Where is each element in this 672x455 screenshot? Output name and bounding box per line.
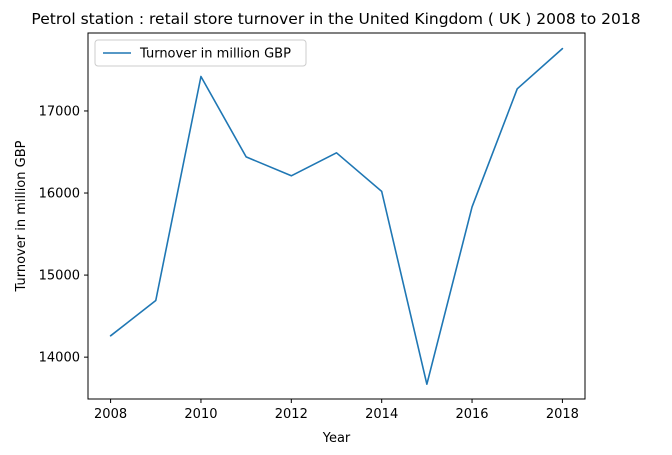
legend-box (94, 39, 307, 67)
y-tick-label: 15000 (39, 269, 80, 284)
x-tick-label: 2014 (365, 407, 398, 422)
y-tick-label: 16000 (39, 187, 80, 202)
chart-title: Petrol station : retail store turnover i… (31, 10, 640, 28)
x-axis: 2008 2010 2012 2014 2016 2018 (94, 399, 579, 422)
y-axis-label: Turnover in million GBP (14, 140, 29, 292)
x-axis-label: Year (322, 431, 351, 446)
y-axis: 14000 15000 16000 17000 (39, 104, 88, 366)
x-tick-label: 2008 (94, 407, 127, 422)
x-tick-label: 2012 (275, 407, 308, 422)
x-tick-label: 2016 (455, 407, 488, 422)
y-tick-label: 14000 (39, 351, 80, 366)
legend-entry-label: Turnover in million GBP (139, 47, 291, 62)
x-tick-label: 2010 (184, 407, 217, 422)
x-tick-label: 2018 (546, 407, 579, 422)
y-tick-label: 17000 (39, 104, 80, 119)
legend: Turnover in million GBP (94, 39, 307, 67)
plot-area-frame (87, 32, 586, 400)
series-line-turnover (109, 47, 564, 386)
series-layer (109, 47, 564, 386)
